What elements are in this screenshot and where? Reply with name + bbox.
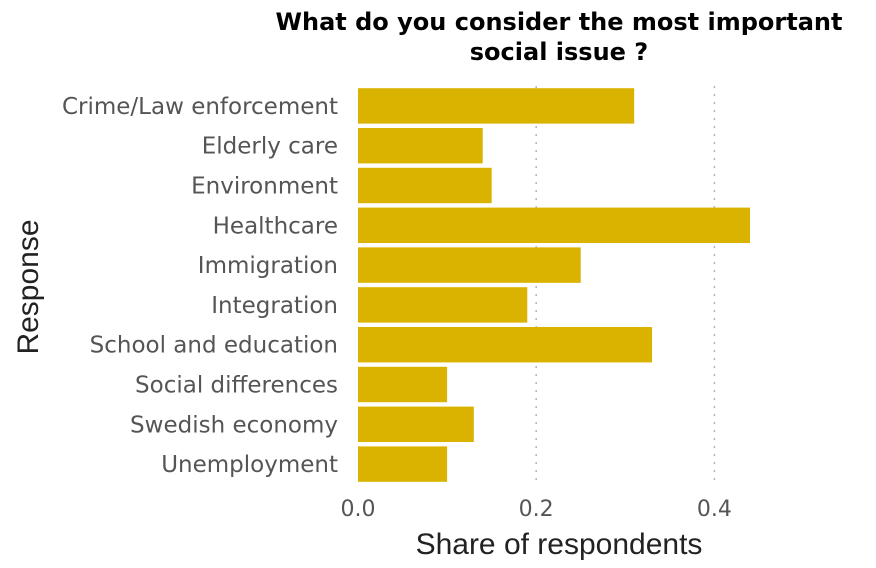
category-label: Crime/Law enforcement	[62, 94, 338, 120]
category-label: Social differences	[135, 373, 338, 399]
category-label: Immigration	[198, 253, 338, 279]
x-tick-label: 0.4	[697, 497, 732, 522]
bar	[358, 326, 652, 363]
x-tick-label: 0.0	[341, 497, 376, 522]
bar	[358, 287, 528, 323]
bar	[358, 406, 474, 443]
x-tick-labels: 0.0 0.2 0.4	[341, 497, 732, 522]
chart-title-line-2: social issue ?	[470, 38, 648, 66]
x-tick-label: 0.2	[519, 497, 554, 522]
category-label: Unemployment	[161, 452, 338, 478]
bar	[358, 88, 635, 124]
bars	[358, 88, 750, 482]
category-label: Elderly care	[202, 134, 338, 160]
chart-title-line-1: What do you consider the most important	[276, 8, 843, 36]
x-axis-title: Share of respondents	[416, 528, 703, 561]
category-label: Swedish economy	[130, 412, 338, 438]
bar	[358, 207, 750, 244]
category-labels: Crime/Law enforcement Elderly care Environ…	[62, 94, 338, 478]
bar	[358, 366, 448, 403]
category-label: Integration	[211, 293, 338, 319]
bar	[358, 167, 492, 204]
category-label: Healthcare	[213, 213, 338, 239]
bar	[358, 247, 581, 283]
category-label: Environment	[191, 174, 338, 200]
bar	[358, 127, 483, 164]
category-label: School and education	[90, 333, 338, 359]
y-axis-title: Response	[12, 219, 45, 354]
bar	[358, 446, 448, 482]
gridlines	[535, 86, 716, 484]
